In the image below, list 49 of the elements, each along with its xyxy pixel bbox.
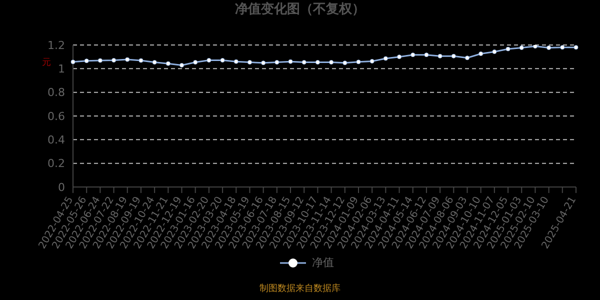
point <box>546 45 552 50</box>
point <box>315 60 320 65</box>
y-tick-label: 1.2 <box>48 38 65 52</box>
legend-label: 净值 <box>312 255 334 270</box>
point <box>492 49 497 54</box>
point <box>424 52 429 58</box>
point <box>261 60 266 66</box>
point <box>180 62 184 68</box>
point <box>356 60 361 64</box>
point <box>397 54 402 60</box>
point <box>532 45 538 49</box>
y-tick-label: 0.2 <box>48 157 65 170</box>
point <box>234 59 238 64</box>
point <box>288 59 293 64</box>
y-tick-label: 0 <box>58 180 65 194</box>
point <box>70 60 76 64</box>
point <box>370 58 374 64</box>
point <box>193 60 198 65</box>
y-tick-label: 0.6 <box>48 110 65 123</box>
point <box>560 45 565 50</box>
point <box>451 54 456 58</box>
point <box>438 54 442 58</box>
y-tick-label: 0.8 <box>48 86 65 100</box>
point <box>302 60 306 65</box>
point <box>574 45 578 50</box>
point <box>84 58 89 64</box>
point <box>206 58 212 63</box>
point <box>274 60 280 65</box>
point <box>112 58 116 63</box>
point <box>383 56 388 61</box>
point <box>152 60 157 65</box>
point <box>125 57 130 62</box>
point <box>138 58 144 63</box>
point <box>220 58 225 63</box>
chart-title: 净值变化图（不复权） <box>234 0 366 18</box>
point <box>478 52 484 56</box>
text: 制图数据来自数据库 <box>258 282 342 295</box>
y-axis-title: 元 <box>42 57 51 68</box>
point <box>506 46 510 52</box>
point <box>342 60 348 66</box>
y-tick-label: 1 <box>58 62 65 76</box>
point <box>166 61 170 66</box>
point <box>519 45 524 50</box>
y-tick-label: 0.4 <box>48 134 65 147</box>
point <box>98 58 102 63</box>
point <box>247 60 252 65</box>
point <box>410 52 416 58</box>
point <box>464 56 470 60</box>
point <box>329 60 334 65</box>
